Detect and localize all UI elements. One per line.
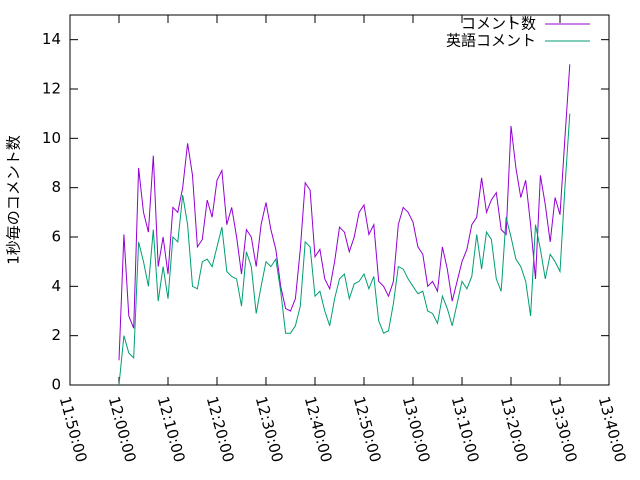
y-tick-label: 12 bbox=[42, 80, 61, 98]
x-tick-label: 13:10:00 bbox=[448, 395, 483, 465]
y-tick-label: 2 bbox=[51, 326, 61, 344]
legend-label: 英語コメント bbox=[446, 32, 536, 50]
x-tick-label: 11:50:00 bbox=[56, 395, 91, 465]
y-tick-label: 0 bbox=[51, 376, 61, 394]
y-tick-label: 8 bbox=[51, 178, 61, 196]
y-tick-label: 10 bbox=[42, 129, 61, 147]
x-tick-label: 12:40:00 bbox=[301, 395, 336, 465]
series-line bbox=[118, 64, 571, 361]
plot-frame bbox=[69, 14, 610, 386]
y-tick-label: 14 bbox=[42, 30, 61, 48]
y-axis-label: 1秒毎のコメント数 bbox=[5, 135, 23, 265]
x-tick-label: 13:00:00 bbox=[399, 395, 434, 465]
x-tick-label: 12:20:00 bbox=[203, 395, 238, 465]
x-tick-label: 13:40:00 bbox=[595, 395, 630, 465]
y-tick-label: 4 bbox=[51, 277, 61, 295]
x-tick-label: 13:30:00 bbox=[546, 395, 581, 465]
x-tick-label: 13:20:00 bbox=[497, 395, 532, 465]
x-tick-label: 12:50:00 bbox=[350, 395, 385, 465]
x-tick-label: 12:10:00 bbox=[154, 395, 189, 465]
x-tick-label: 12:30:00 bbox=[252, 395, 287, 465]
x-tick-label: 12:00:00 bbox=[105, 395, 140, 465]
legend-label: コメント数 bbox=[461, 15, 536, 33]
series-line bbox=[118, 113, 571, 386]
y-tick-label: 6 bbox=[51, 228, 61, 246]
